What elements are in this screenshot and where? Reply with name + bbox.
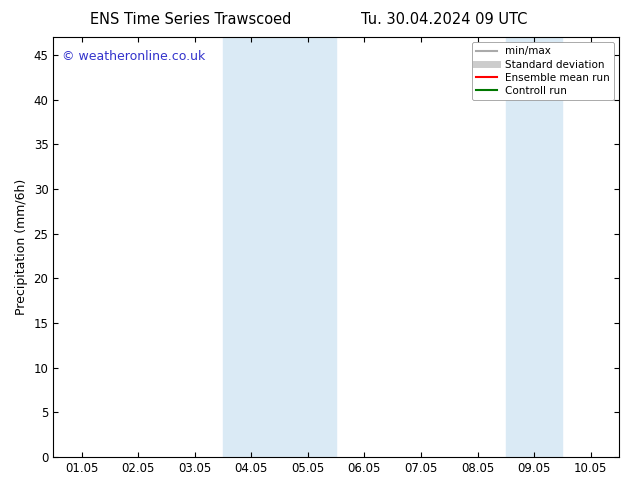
Text: Tu. 30.04.2024 09 UTC: Tu. 30.04.2024 09 UTC <box>361 12 527 27</box>
Text: © weatheronline.co.uk: © weatheronline.co.uk <box>61 49 205 63</box>
Legend: min/max, Standard deviation, Ensemble mean run, Controll run: min/max, Standard deviation, Ensemble me… <box>472 42 614 100</box>
Y-axis label: Precipitation (mm/6h): Precipitation (mm/6h) <box>15 179 28 315</box>
Text: ENS Time Series Trawscoed: ENS Time Series Trawscoed <box>89 12 291 27</box>
Bar <box>280 37 336 457</box>
Bar <box>506 37 562 457</box>
Bar <box>223 37 280 457</box>
